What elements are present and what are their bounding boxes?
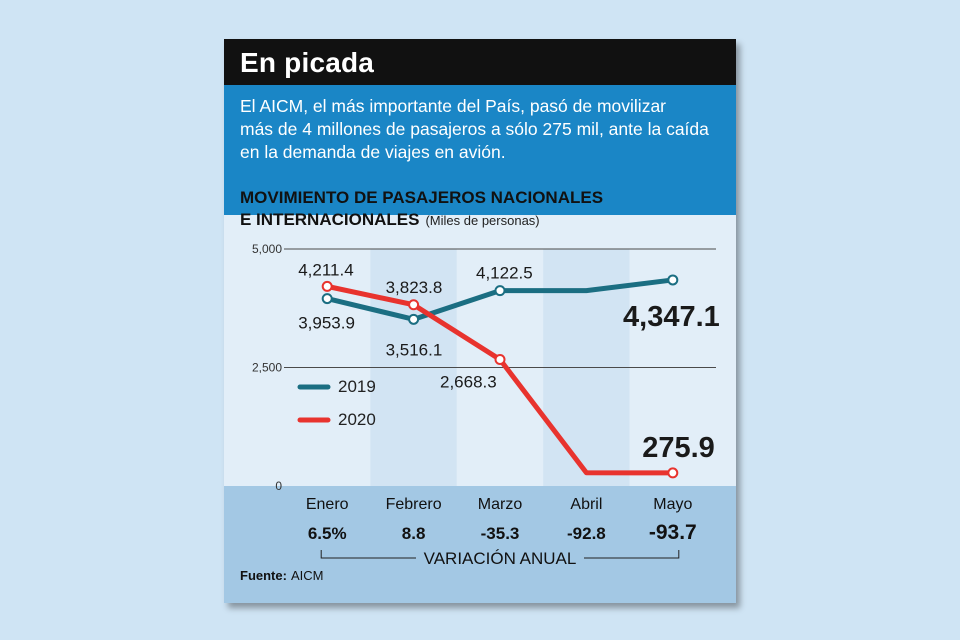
- intro-line-2: más de 4 millones de pasajeros a sólo 27…: [240, 119, 709, 139]
- y-tick-label: 2,500: [252, 361, 282, 375]
- point-2020-4: [667, 467, 679, 479]
- page-title: En picada: [240, 47, 375, 78]
- chart-title-line-1: MOVIMIENTO DE PASAJEROS NACIONALES: [240, 188, 604, 207]
- variation-value: -93.7: [649, 521, 697, 544]
- x-tick-label: Enero: [306, 496, 349, 513]
- data-label: 4,211.4: [298, 260, 353, 279]
- intro-line-3: en la demanda de viajes en avión.: [240, 142, 506, 162]
- data-label: 3,516.1: [386, 340, 443, 359]
- point-2020-1: [408, 299, 420, 311]
- variation-band: [224, 486, 736, 603]
- y-tick-label: 0: [275, 479, 282, 493]
- data-label: 4,122.5: [476, 264, 533, 283]
- unit-note: (Miles de personas): [425, 213, 540, 228]
- variation-value: -35.3: [481, 524, 520, 543]
- line-chart: 0 2,500 5,000 4,211.4 3,953.9 3,823.8 3,516.1 4…: [252, 242, 720, 568]
- variation-label-bg: [416, 548, 584, 568]
- x-tick-label: Mayo: [653, 496, 692, 513]
- point-2019-4: [667, 274, 679, 286]
- title-bar: En picada: [224, 39, 736, 85]
- intro-line-1: El AICM, el más importante del País, pas…: [240, 96, 667, 116]
- variation-value: 6.5%: [308, 524, 347, 543]
- source-label: Fuente:: [240, 568, 287, 583]
- intro-text: El AICM, el más importante del País, pas…: [240, 95, 726, 164]
- point-2020-0: [321, 280, 333, 292]
- chart-title: MOVIMIENTO DE PASAJEROS NACIONALES E INT…: [240, 187, 720, 232]
- data-label: 2,668.3: [440, 373, 497, 392]
- data-label-emphasis: 275.9: [642, 432, 715, 464]
- variation-label: VARIACIÓN ANUAL: [424, 549, 577, 568]
- data-label-emphasis: 4,347.1: [623, 301, 720, 333]
- data-label: 3,953.9: [298, 314, 355, 333]
- chart-title-line-2: E INTERNACIONALES (Miles de personas): [240, 209, 720, 232]
- variation-value: 8.8: [402, 524, 426, 543]
- point-2019-1: [408, 313, 420, 325]
- intro-box: El AICM, el más importante del País, pas…: [224, 85, 736, 215]
- x-tick-label: Marzo: [478, 496, 523, 513]
- x-tick-label: Febrero: [386, 496, 442, 513]
- y-tick-label: 5,000: [252, 242, 282, 256]
- point-2020-2: [494, 354, 506, 366]
- legend-label-2020: 2020: [338, 410, 376, 429]
- point-2019-2: [494, 285, 506, 297]
- x-tick-label: Abril: [570, 496, 602, 513]
- legend-label-2019: 2019: [338, 377, 376, 396]
- source-value: AICM: [290, 568, 324, 583]
- data-label: 3,823.8: [386, 278, 443, 297]
- chart-title-line-2-text: E INTERNACIONALES: [240, 210, 420, 229]
- variation-value: -92.8: [567, 524, 606, 543]
- infographic-card: En picada El AICM, el más importante del…: [224, 39, 736, 603]
- source-note: Fuente: AICM: [240, 568, 323, 583]
- point-2019-0: [321, 293, 333, 305]
